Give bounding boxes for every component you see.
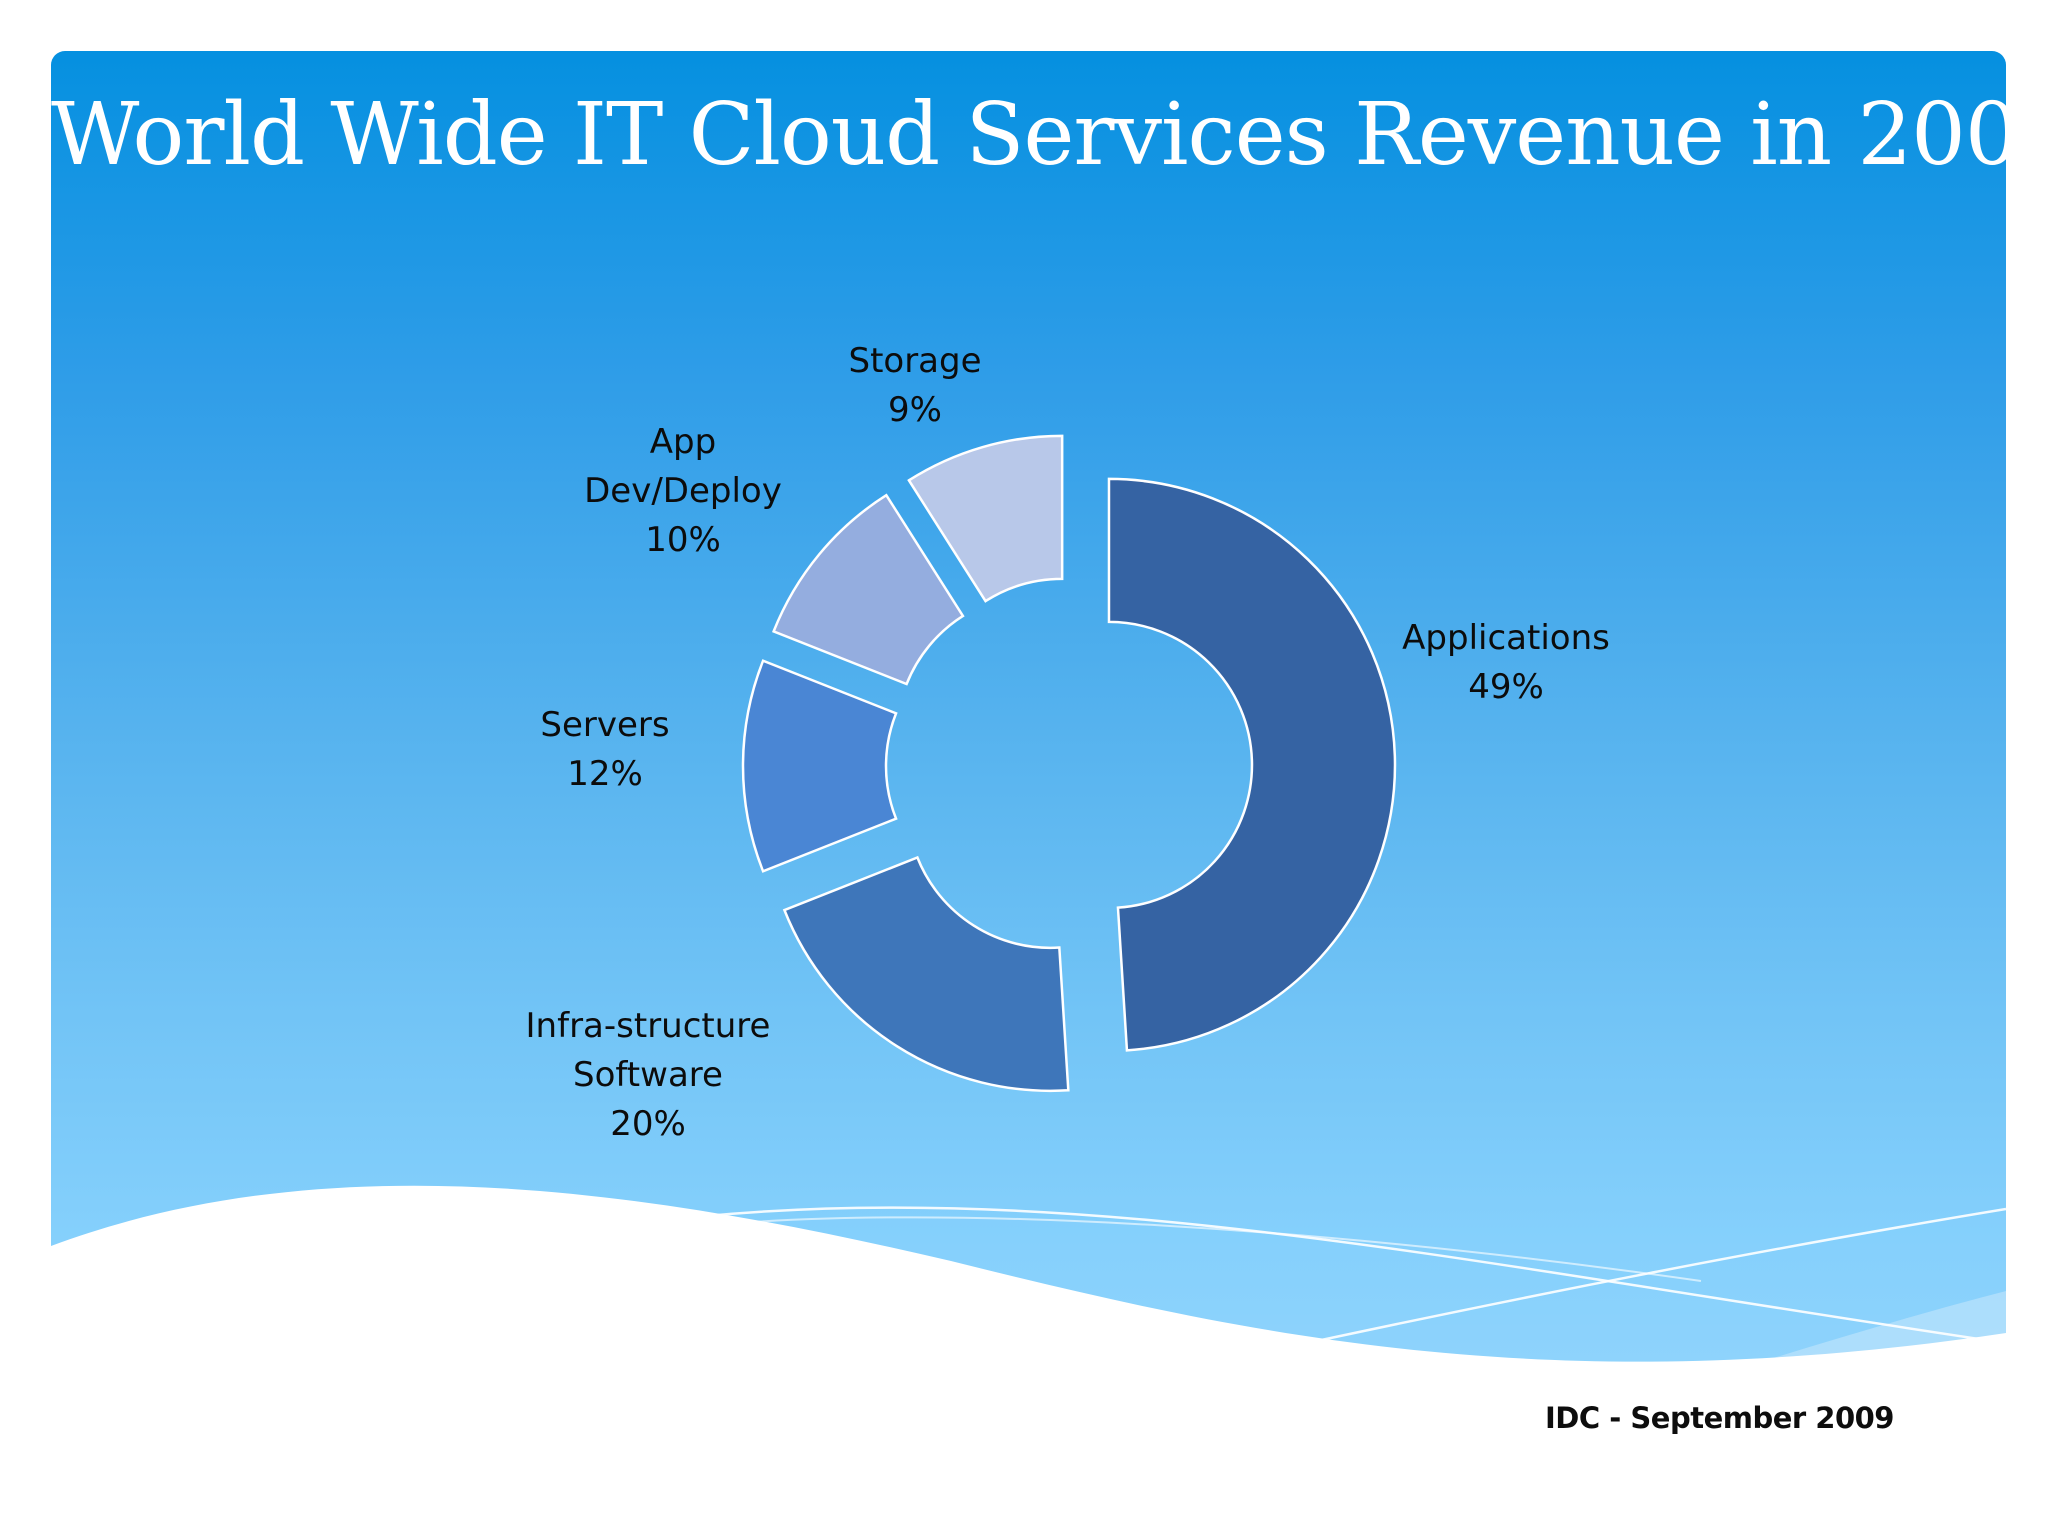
chart-canvas: Applications 49% Infra-structure Software 20… (51, 341, 2006, 1536)
slice-label-app-dev-deploy-1: Dev/Deploy (584, 471, 782, 511)
slice-label-storage-1: 9% (888, 390, 942, 430)
slice-label-app-dev-deploy-0: App (650, 422, 716, 462)
slice-label-storage-0: Storage (848, 341, 981, 381)
slice-label-app-dev-deploy-2: 10% (645, 520, 721, 560)
slice-label-servers-0: Servers (540, 705, 669, 745)
slice-infra-structure-software (782, 855, 1070, 1093)
slice-label-servers-1: 12% (567, 754, 643, 794)
slide-background: Applications 49% Infra-structure Software 20… (51, 51, 2006, 1536)
slice-label-infra-structure-software-0: Infra-structure (526, 1006, 771, 1046)
slice-servers (741, 659, 898, 873)
slice-label-infra-structure-software-2: 20% (610, 1104, 686, 1144)
slice-label-infra-structure-software-1: Software (573, 1055, 723, 1095)
slice-label-applications-0: Applications (1402, 618, 1610, 658)
decorative-waves (51, 1185, 2006, 1536)
slice-app-dev-deploy (772, 493, 965, 686)
slice-storage (907, 434, 1064, 603)
slice-label-applications-1: 49% (1468, 667, 1544, 707)
slide-title: World Wide IT Cloud Services Revenue in … (51, 85, 2006, 185)
source-note: IDC - September 2009 (1545, 1401, 1894, 1435)
slice-applications (1107, 477, 1397, 1052)
